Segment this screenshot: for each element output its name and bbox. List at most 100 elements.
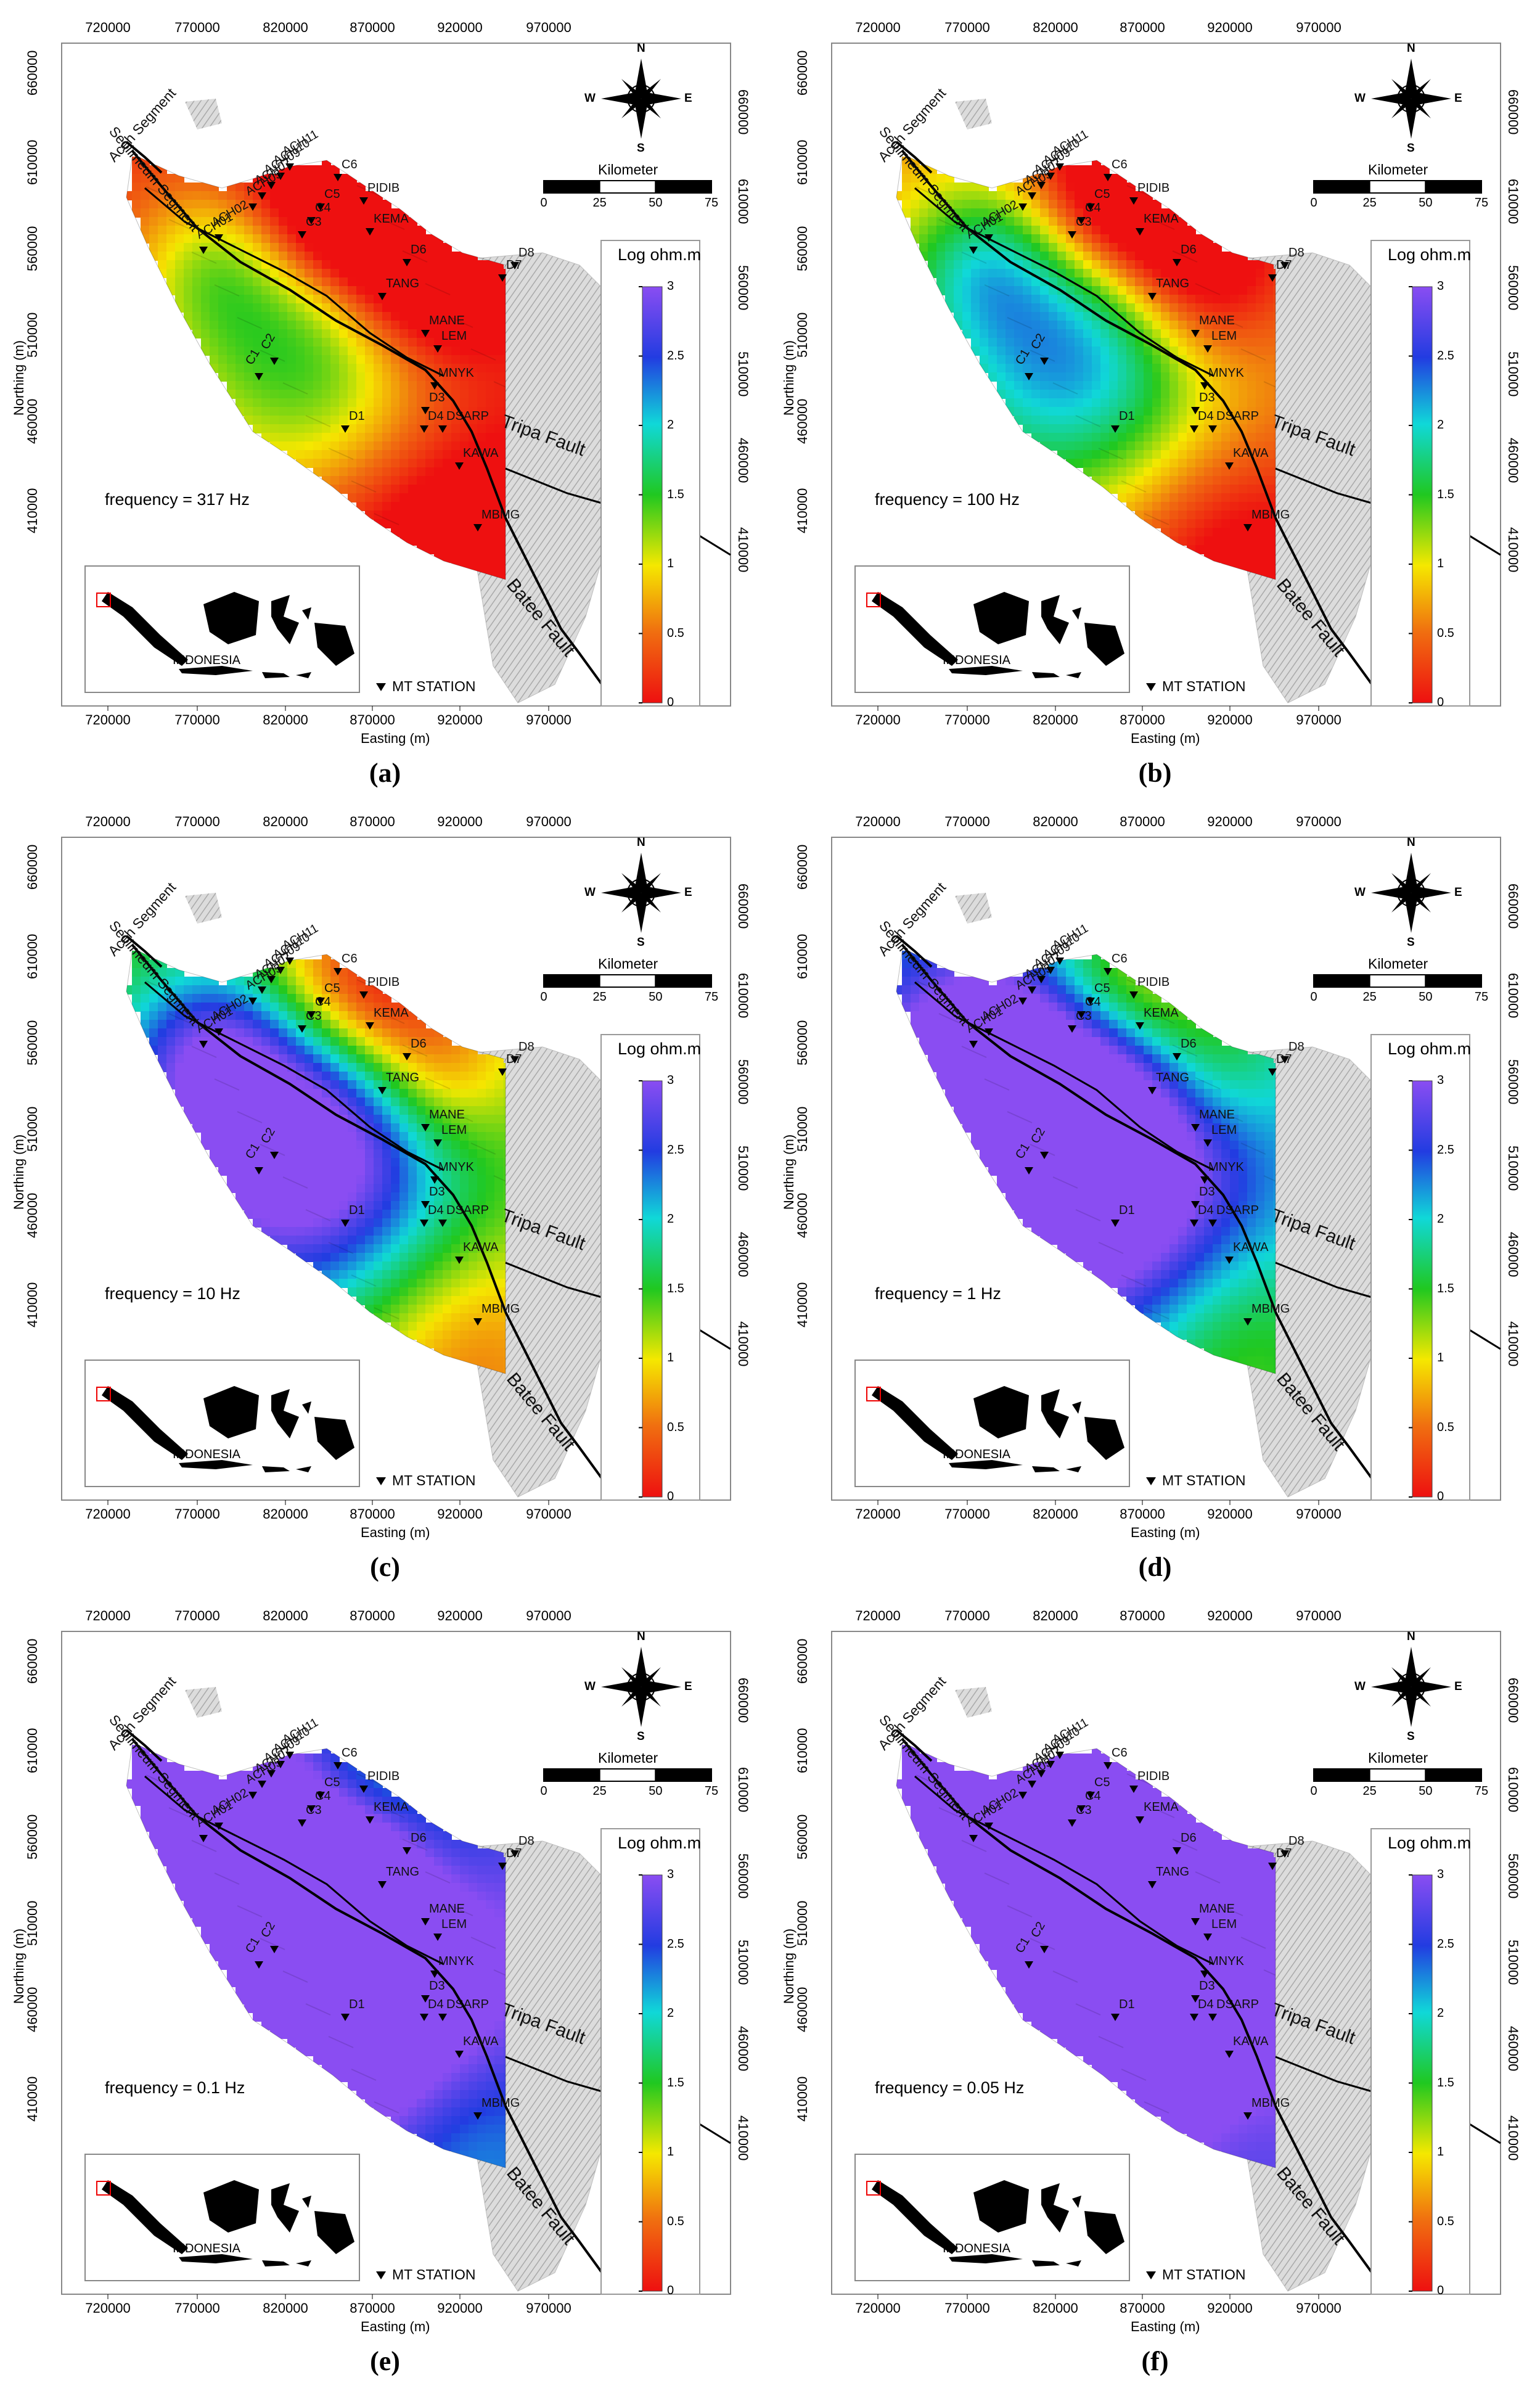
mt-station-marker [1191, 1201, 1200, 1208]
shaded-relief [185, 1687, 222, 1718]
scale-bar-tick-label: 0 [540, 990, 547, 1004]
mt-station-marker [270, 358, 279, 365]
mt-station-marker [316, 1792, 325, 1799]
color-bar-tick-label: 2 [667, 2006, 674, 2020]
station-label: D4 [1198, 1998, 1214, 2011]
station-label: D7 [1276, 258, 1292, 272]
x-axis-top-tick-label: 720000 [85, 814, 131, 829]
mt-station-marker [433, 1934, 442, 1941]
x-axis-bottom-tick-label: 820000 [1033, 1506, 1078, 1522]
station-label: MNYK [1208, 1160, 1244, 1174]
fault-trace [895, 935, 933, 968]
color-bar-tick-label: 3 [1437, 1073, 1444, 1087]
x-axis-bottom-tick-label: 970000 [526, 712, 571, 728]
mt-station-marker [969, 1835, 978, 1842]
y-axis-right-tick-label: 510000 [735, 1146, 751, 1191]
mt-station-marker [316, 998, 325, 1005]
frequency-label: frequency = 0.1 Hz [105, 2078, 245, 2097]
x-axis-top-tick-label: 720000 [855, 20, 901, 35]
color-bar-tick-label: 1 [1437, 2145, 1444, 2159]
mt-station-marker [267, 1770, 276, 1778]
indonesia-map-icon [872, 1386, 1124, 1472]
mt-station-marker [1028, 1781, 1036, 1788]
x-axis-bottom-tick-label: 820000 [1033, 2300, 1078, 2316]
mt-station-marker [316, 203, 325, 211]
inset-country-label: INDONESIA [943, 654, 1011, 667]
station-label: PIDIB [1137, 975, 1170, 989]
mt-station-marker [1025, 1167, 1033, 1175]
station-label: C3 [1076, 1803, 1092, 1817]
y-axis-left-tick-label: 410000 [795, 488, 810, 533]
station-label: C3 [306, 1803, 322, 1817]
y-axis-left-tick-label: 660000 [795, 844, 810, 890]
y-axis-left-tick-label: 610000 [25, 933, 40, 979]
frequency-label: frequency = 317 Hz [105, 490, 250, 509]
scale-bar-tick-label: 50 [649, 196, 663, 210]
legend-title: Log ohm.m [1388, 1040, 1472, 1058]
mt-station-marker [455, 2051, 464, 2058]
mt-station-marker [199, 247, 208, 254]
legend-title: Log ohm.m [618, 245, 702, 264]
x-axis-top-tick-label: 920000 [1207, 1608, 1253, 1623]
panel-label: (e) [370, 2346, 400, 2376]
mt-station-marker [985, 1823, 993, 1830]
x-axis-title: Easting (m) [361, 1525, 430, 1540]
station-label: D6 [411, 243, 427, 256]
y-axis-left-tick-label: 410000 [795, 2076, 810, 2122]
station-label: D3 [1199, 391, 1215, 404]
station-label: TANG [386, 1071, 420, 1085]
scale-bar-tick-label: 75 [704, 990, 719, 1004]
mt-station-marker [1086, 1792, 1095, 1799]
resistivity-surface [126, 948, 506, 1374]
x-axis-title: Easting (m) [1131, 2319, 1200, 2334]
station-label: MANE [1199, 1902, 1235, 1916]
legend-title: Log ohm.m [618, 1834, 702, 1852]
station-label: D1 [349, 1998, 365, 2011]
station-label: MBMG [1251, 508, 1290, 522]
scale-bar-tick-label: 50 [649, 1784, 663, 1798]
station-label: DSARP [1216, 409, 1259, 423]
color-bar-tick-label: 0 [1437, 2284, 1444, 2297]
fault-trace [895, 1729, 933, 1762]
scale-bar-title: Kilometer [598, 956, 658, 972]
x-axis-bottom-tick-label: 870000 [350, 2300, 395, 2316]
y-axis-right-tick-label: 610000 [1505, 1767, 1521, 1813]
mt-station-marker [1111, 2014, 1120, 2021]
mt-station-marker [1200, 382, 1209, 390]
mt-station-marker [1077, 217, 1086, 224]
station-label: MBMG [481, 1302, 520, 1316]
mt-station-marker [1225, 1257, 1234, 1264]
mt-station-marker [366, 1022, 374, 1030]
station-label: KEMA [374, 212, 409, 226]
station-label: D1 [349, 1204, 365, 1217]
x-axis-top-tick-label: 970000 [1296, 20, 1341, 35]
station-label: D7 [1276, 1847, 1292, 1860]
compass-s-label: S [637, 142, 645, 155]
mt-station-marker [276, 173, 285, 180]
station-label: TANG [1156, 1865, 1190, 1879]
mt-station-marker [341, 2014, 350, 2021]
mt-station-marker [420, 1220, 428, 1227]
mt-station-marker [420, 2014, 428, 2021]
color-bar-tick-label: 2 [1437, 2006, 1444, 2020]
seulimeum-segment-line [901, 150, 1375, 689]
station-label: D6 [411, 1831, 427, 1845]
mt-station-marker [438, 425, 447, 433]
color-bar-tick-label: 0.5 [1437, 2214, 1454, 2228]
mt-station-marker [255, 1961, 263, 1969]
x-axis-bottom-tick-label: 970000 [1296, 2300, 1341, 2316]
mt-station-legend-label: MT STATION [1162, 1472, 1246, 1488]
color-bar-tick-label: 2 [667, 418, 674, 432]
aceh-segment-line [144, 981, 444, 1171]
shaded-relief [185, 99, 222, 129]
y-axis-left-tick-label: 410000 [795, 1282, 810, 1327]
mt-station-marker [199, 1041, 208, 1048]
mt-station-marker [1203, 1934, 1212, 1941]
frequency-label: frequency = 0.05 Hz [875, 2078, 1025, 2097]
x-axis-top-tick-label: 970000 [1296, 1608, 1341, 1623]
mt-station-marker [1136, 1816, 1144, 1824]
mt-station-marker [1225, 462, 1234, 470]
scale-bar-tick-label: 25 [592, 196, 607, 210]
map-panel: frequency = 10 Hz (c) Log ohm.m 3 2.5 2 1.5 1 0.… [0, 794, 770, 1588]
study-area-marker [96, 593, 111, 607]
